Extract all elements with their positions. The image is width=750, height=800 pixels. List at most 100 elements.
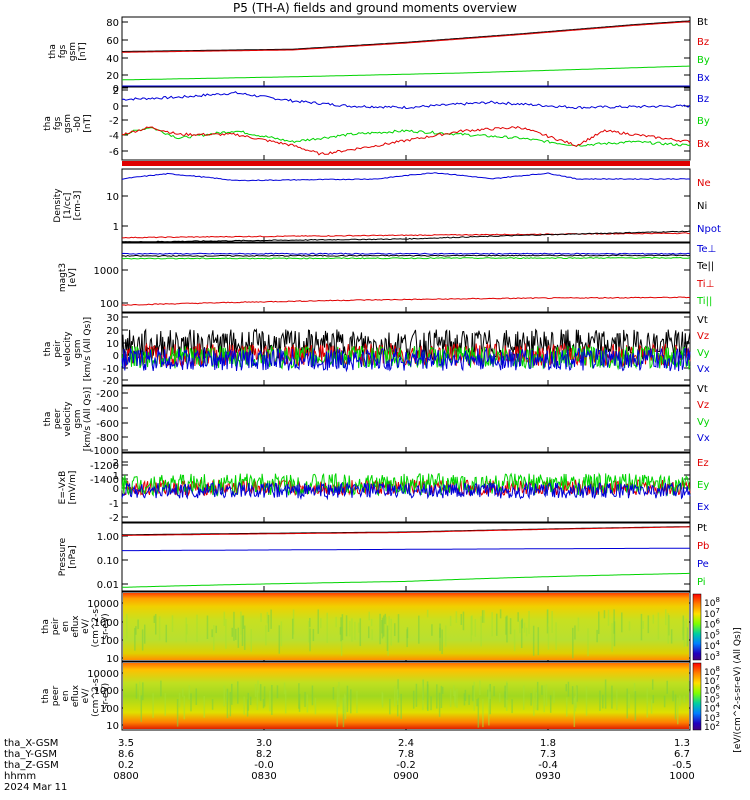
heatmap-streak <box>616 689 618 711</box>
colorbar-peir <box>692 593 702 661</box>
heatmap-streak <box>455 611 458 623</box>
heatmap-streak <box>422 679 424 711</box>
heatmap-streak <box>304 691 306 707</box>
heatmap-streak <box>483 610 485 624</box>
y-axis-label: en <box>61 621 71 632</box>
series-line-Pe <box>122 547 690 552</box>
heatmap-streak <box>464 689 467 701</box>
heatmap-streak <box>545 684 548 707</box>
heatmap-streak <box>335 616 337 628</box>
heatmap-streak <box>336 686 339 707</box>
heatmap-streak <box>345 615 348 637</box>
heatmap-streak <box>565 684 568 692</box>
heatmap-streak <box>493 686 495 697</box>
heatmap-streak <box>679 695 681 706</box>
orbit-label: tha_Y-GSM <box>4 749 57 760</box>
heatmap-streak <box>271 684 273 715</box>
heatmap-streak <box>546 609 549 634</box>
heatmap-streak <box>476 699 478 707</box>
orbit-value: 3.5 <box>118 738 134 749</box>
y-tick-label: 1000 <box>94 686 119 697</box>
heatmap-streak <box>250 629 252 652</box>
orbit-value: 8.6 <box>118 749 134 760</box>
heatmap-streak <box>575 686 577 708</box>
y-axis-label: tha <box>43 342 53 357</box>
heatmap-streak <box>176 699 179 727</box>
y-axis-label: peer <box>53 408 63 429</box>
heatmap-streak <box>687 680 690 693</box>
heatmap-streak <box>683 621 686 647</box>
heatmap-fill <box>123 663 689 729</box>
heatmap-streak <box>240 616 243 629</box>
heatmap-streak <box>634 691 637 722</box>
heatmap-streak <box>551 611 553 633</box>
panel-frame-fgs_dsl <box>121 86 691 161</box>
panel-frame-peer_vel <box>121 385 691 453</box>
y-axis-label: -b0 <box>73 116 83 131</box>
heatmap-streak <box>339 627 342 635</box>
chart-title: P5 (TH-A) fields and ground moments over… <box>233 1 517 15</box>
heatmap-streak <box>389 698 391 715</box>
heatmap-streak <box>270 609 272 629</box>
heatmap-streak <box>577 617 580 632</box>
legend-By: By <box>697 116 710 127</box>
heatmap-streak <box>284 689 287 714</box>
heatmap-streak <box>223 611 226 626</box>
heatmap-streak <box>406 629 408 648</box>
heatmap-streak <box>265 625 267 646</box>
heatmap-streak <box>215 625 217 634</box>
y-tick-label: 0 <box>113 484 119 495</box>
heatmap-streak <box>243 696 245 715</box>
y-axis-label: gsm <box>73 409 83 428</box>
heatmap-streak <box>506 681 508 711</box>
heatmap-streak <box>135 683 138 699</box>
heatmap-streak <box>667 613 669 644</box>
legend-Bx: Bx <box>697 139 710 150</box>
heatmap-streak <box>343 693 346 714</box>
y-tick-label: 1 <box>113 471 119 482</box>
heatmap-streak <box>511 699 513 714</box>
y-axis-label: gsm <box>68 42 78 61</box>
y-tick-label: -200 <box>96 389 119 400</box>
y-axis-label: sr-eV) <box>101 613 111 639</box>
heatmap-streak <box>674 694 677 720</box>
legend-Bz: Bz <box>697 94 709 105</box>
y-axis-label: [cm-3] <box>73 191 83 221</box>
colorbar-peer <box>692 662 702 731</box>
heatmap-streak <box>598 611 600 635</box>
heatmap-streak <box>553 690 555 704</box>
heatmap-streak <box>498 693 501 703</box>
y-axis-label: [1/cc] <box>63 193 73 219</box>
heatmap-streak <box>213 625 215 651</box>
heatmap-streak <box>280 621 283 647</box>
heatmap-streak <box>158 616 161 641</box>
heatmap-streak <box>336 697 338 727</box>
y-tick-label: 100 <box>100 299 119 310</box>
heatmap-streak <box>430 696 432 711</box>
heatmap-streak <box>153 615 156 623</box>
y-tick-label: -1000 <box>90 446 119 457</box>
heatmap-streak <box>312 628 315 642</box>
y-tick-label: -400 <box>96 404 119 415</box>
y-tick-label: 20 <box>106 71 119 82</box>
legend-Ti||: Ti|| <box>696 296 712 307</box>
y-tick-label: -2 <box>109 513 119 524</box>
heatmap-streak <box>385 616 387 643</box>
y-tick-label: -10 <box>103 364 119 375</box>
legend-Vt: Vt <box>697 384 708 395</box>
heatmap-streak <box>517 612 519 622</box>
heatmap-streak <box>406 627 409 639</box>
heatmap-streak <box>138 681 141 701</box>
heatmap-streak <box>182 688 184 697</box>
y-tick-label: -1400 <box>90 475 119 486</box>
heatmap-streak <box>309 617 311 628</box>
heatmap-streak <box>309 628 311 652</box>
heatmap-streak <box>532 625 535 656</box>
heatmap-streak <box>587 628 589 657</box>
heatmap-streak <box>357 622 360 633</box>
heatmap-streak <box>195 688 198 705</box>
orbit-value: 0900 <box>393 771 418 782</box>
heatmap-streak <box>262 698 265 709</box>
heatmap-streak <box>438 692 441 717</box>
heatmap-streak <box>499 609 502 619</box>
